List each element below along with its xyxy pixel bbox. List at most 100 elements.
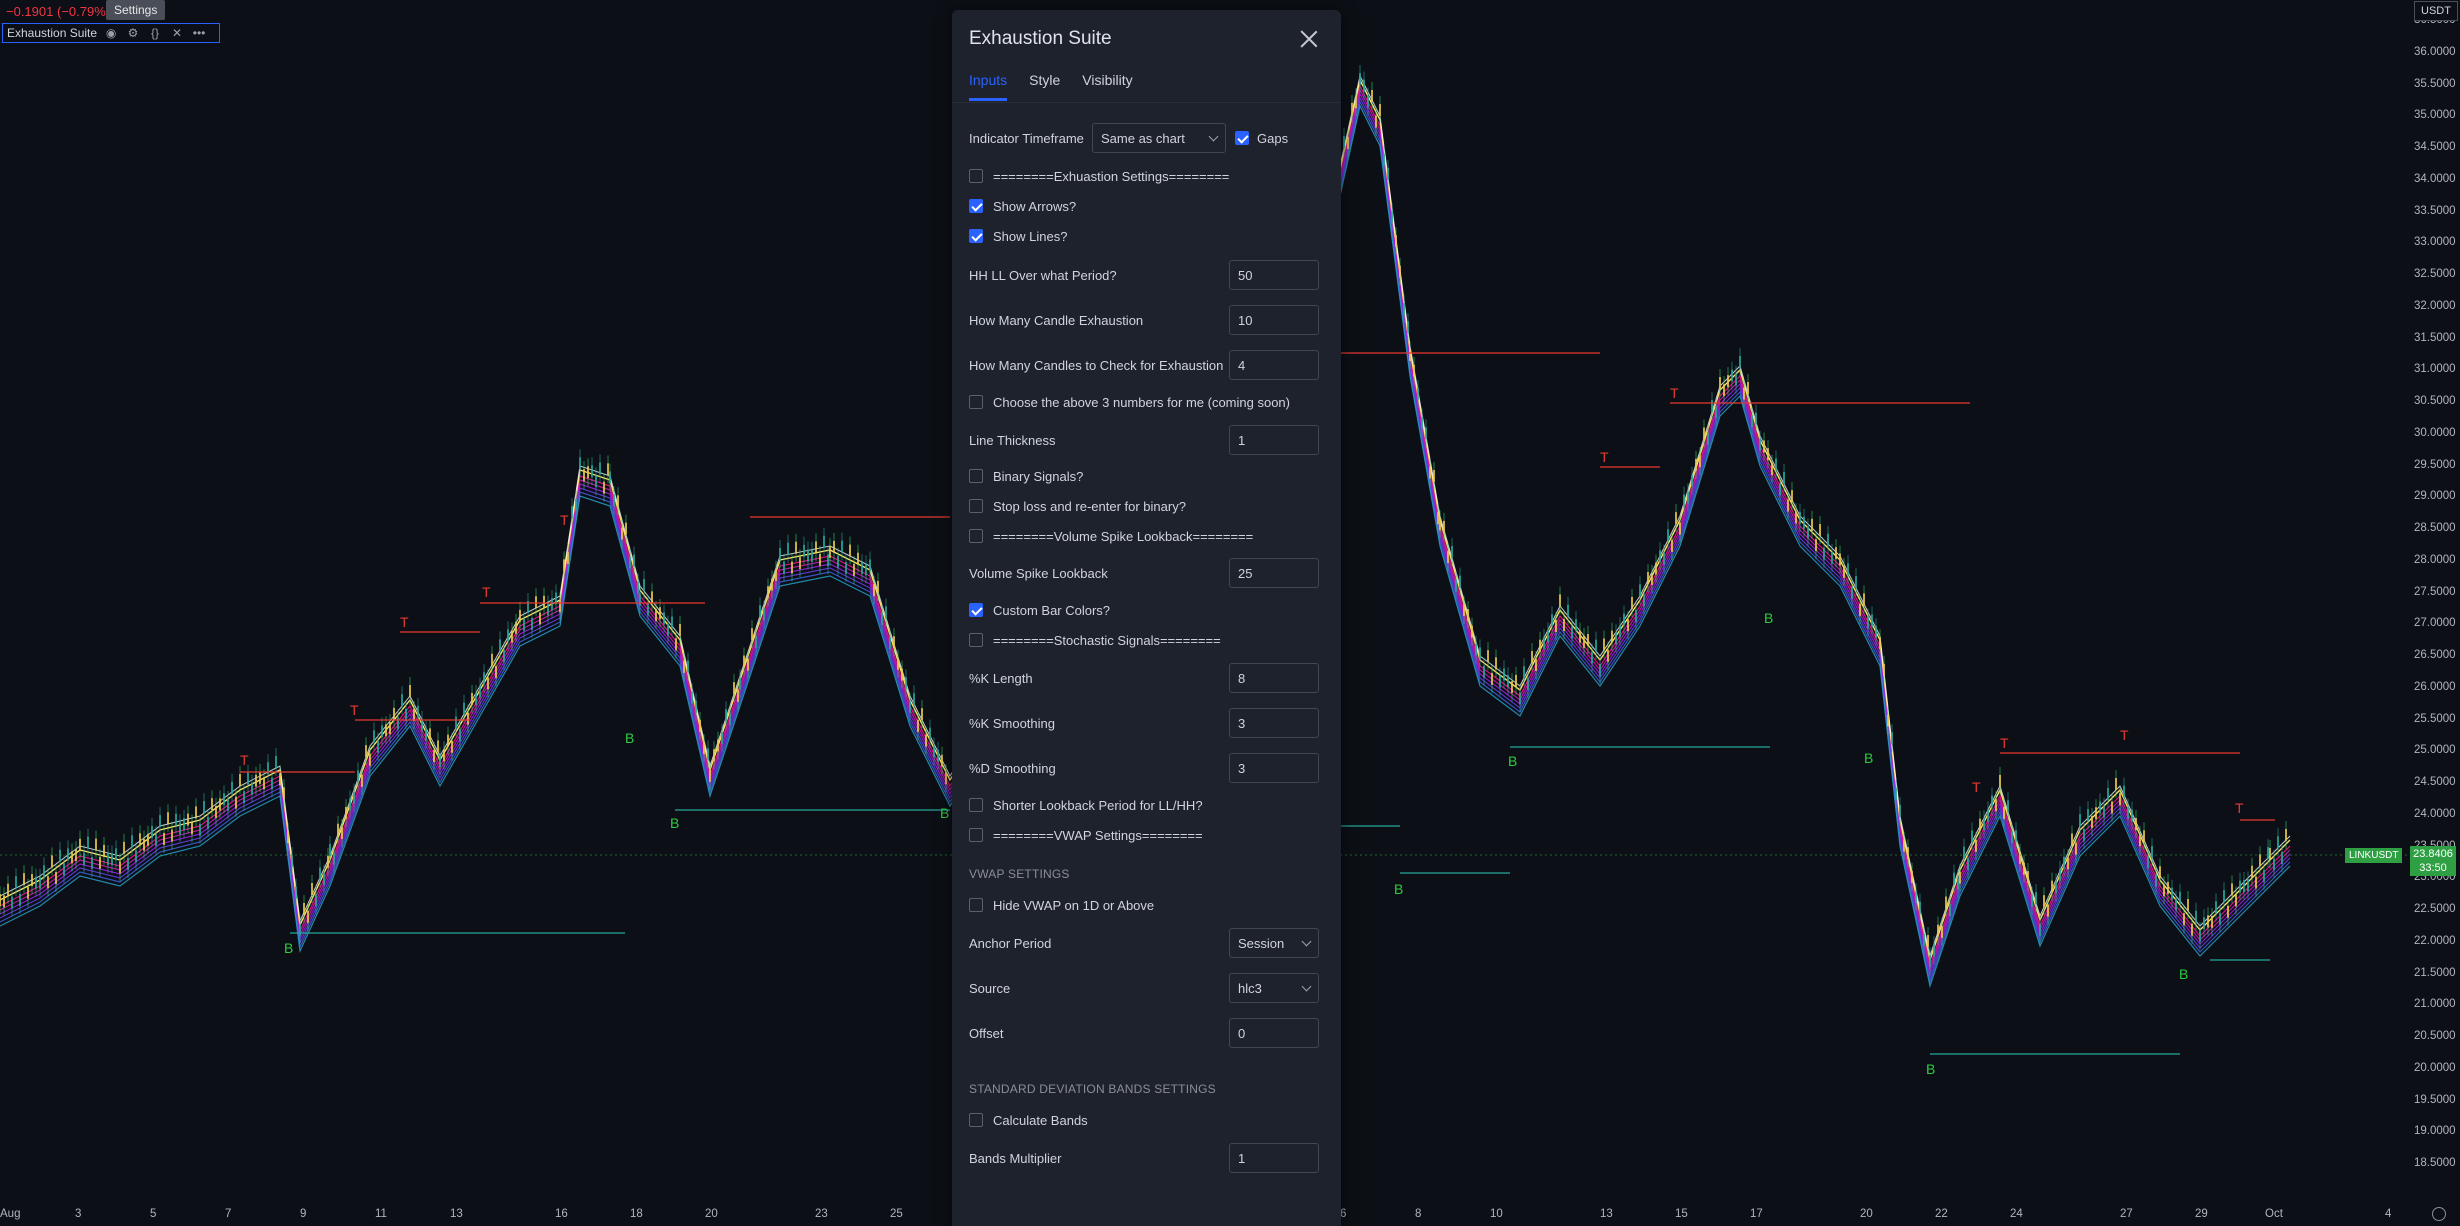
setting-13-checkbox[interactable] <box>969 633 983 647</box>
price-tick-label: 34.5000 <box>2414 141 2456 153</box>
setting-10-checkbox[interactable] <box>969 529 983 543</box>
setting-12-label: Custom Bar Colors? <box>993 602 1111 618</box>
candle-body <box>1949 903 1951 916</box>
candle-body <box>439 755 441 768</box>
setting-18-option[interactable]: ========VWAP Settings======== <box>969 821 1203 849</box>
price-axis[interactable] <box>2410 0 2460 1226</box>
setting-12-option[interactable]: Custom Bar Colors? <box>969 596 1110 624</box>
date-tick-label: 18 <box>630 1208 643 1220</box>
candle-body <box>361 774 363 787</box>
currency-tag[interactable]: USDT <box>2414 1 2458 21</box>
candle-body <box>2127 806 2129 819</box>
moving-average-line <box>0 96 2291 981</box>
chart-settings-gear-icon[interactable] <box>2432 1207 2446 1221</box>
tab-style[interactable]: Style <box>1029 72 1061 88</box>
candle-body <box>1639 584 1641 597</box>
setting-25-option[interactable]: Calculate Bands <box>969 1106 1088 1134</box>
candle-body <box>1791 490 1793 503</box>
setting-3-input[interactable]: 50 <box>1229 260 1319 290</box>
candle-body <box>275 756 277 769</box>
candle-body <box>2227 905 2229 918</box>
candle-body <box>1619 625 1621 638</box>
candle-body <box>567 551 569 564</box>
candle-body <box>815 541 817 554</box>
candle-body <box>295 886 297 899</box>
setting-14-input[interactable]: 8 <box>1229 663 1319 693</box>
setting-8-checkbox[interactable] <box>969 469 983 483</box>
setting-11-input[interactable]: 25 <box>1229 558 1319 588</box>
setting-5-input[interactable]: 4 <box>1229 350 1319 380</box>
candle-body <box>2039 923 2041 936</box>
setting-26-input[interactable]: 1 <box>1229 1143 1319 1173</box>
timeframe-select[interactable]: Same as chart <box>1092 123 1226 153</box>
candle-body <box>515 621 517 634</box>
tab-visibility[interactable]: Visibility <box>1082 72 1133 88</box>
eye-icon[interactable]: ◉ <box>105 26 117 40</box>
setting-1-option[interactable]: Show Arrows? <box>969 192 1076 220</box>
gaps-checkbox[interactable] <box>1235 131 1249 145</box>
gaps-option[interactable]: Gaps <box>1235 124 1288 152</box>
setting-0-option[interactable]: ========Exhuastion Settings======== <box>969 162 1229 190</box>
timeframe-label: Indicator Timeframe <box>969 130 1084 146</box>
setting-1-checkbox[interactable] <box>969 199 983 213</box>
setting-0-checkbox[interactable] <box>969 169 983 183</box>
setting-25-checkbox[interactable] <box>969 1113 983 1127</box>
setting-4-input[interactable]: 10 <box>1229 305 1319 335</box>
setting-16-input[interactable]: 3 <box>1229 753 1319 783</box>
candle-body <box>2155 874 2157 887</box>
tab-inputs[interactable]: Inputs <box>969 72 1008 101</box>
candle-body <box>183 818 185 831</box>
setting-2-checkbox[interactable] <box>969 229 983 243</box>
candle-body <box>2195 910 2197 923</box>
setting-15-input[interactable]: 3 <box>1229 708 1319 738</box>
candle-body <box>1413 364 1415 377</box>
setting-6-option[interactable]: Choose the above 3 numbers for me (comin… <box>969 388 1290 416</box>
candle-body <box>1995 799 1997 812</box>
price-tick-label: 25.5000 <box>2414 712 2456 725</box>
setting-22-select[interactable]: hlc3 <box>1229 973 1319 1003</box>
source-code-icon[interactable]: {} <box>151 26 160 40</box>
candle-body <box>2087 809 2089 822</box>
candle-body <box>563 559 565 572</box>
indicator-legend[interactable]: Exhaustion Suite ◉ ⚙ {} ✕ ••• <box>2 23 220 43</box>
candle-body <box>1915 891 1917 904</box>
candle-body <box>1843 565 1845 578</box>
gear-icon[interactable]: ⚙ <box>127 26 139 40</box>
setting-8-option[interactable]: Binary Signals? <box>969 462 1083 490</box>
setting-13-option[interactable]: ========Stochastic Signals======== <box>969 626 1221 654</box>
more-icon[interactable]: ••• <box>192 26 206 40</box>
close-icon[interactable] <box>1298 28 1320 50</box>
setting-2-option[interactable]: Show Lines? <box>969 222 1067 250</box>
price-tick-label: 19.5000 <box>2414 1093 2456 1106</box>
setting-18-label: ========VWAP Settings======== <box>993 827 1203 843</box>
candle-body <box>543 595 545 608</box>
setting-7-input[interactable]: 1 <box>1229 425 1319 455</box>
candle-body <box>345 807 347 820</box>
candle-body <box>35 876 37 889</box>
setting-23-input[interactable]: 0 <box>1229 1018 1319 1048</box>
candle-body <box>551 598 553 611</box>
setting-17-option[interactable]: Shorter Lookback Period for LL/HH? <box>969 791 1203 819</box>
date-tick-label: 20 <box>1860 1208 1873 1220</box>
price-tick-label: 35.0000 <box>2414 109 2456 122</box>
setting-20-option[interactable]: Hide VWAP on 1D or Above <box>969 891 1154 919</box>
setting-21-select[interactable]: Session <box>1229 928 1319 958</box>
candle-body <box>2071 833 2073 846</box>
setting-6-checkbox[interactable] <box>969 395 983 409</box>
setting-17-checkbox[interactable] <box>969 798 983 812</box>
candle-body <box>187 813 189 826</box>
setting-12-checkbox[interactable] <box>969 603 983 617</box>
close-icon[interactable]: ✕ <box>172 26 183 40</box>
candle-body <box>1515 674 1517 687</box>
setting-22-value: hlc3 <box>1238 980 1262 996</box>
setting-9-option[interactable]: Stop loss and re-enter for binary? <box>969 492 1186 520</box>
setting-18-checkbox[interactable] <box>969 828 983 842</box>
candle-body <box>299 923 301 936</box>
candle-body <box>2107 787 2109 800</box>
price-tick-label: 31.0000 <box>2414 363 2456 376</box>
candle-body <box>687 660 689 673</box>
setting-10-option[interactable]: ========Volume Spike Lookback======== <box>969 522 1253 550</box>
setting-9-checkbox[interactable] <box>969 499 983 513</box>
setting-20-checkbox[interactable] <box>969 898 983 912</box>
